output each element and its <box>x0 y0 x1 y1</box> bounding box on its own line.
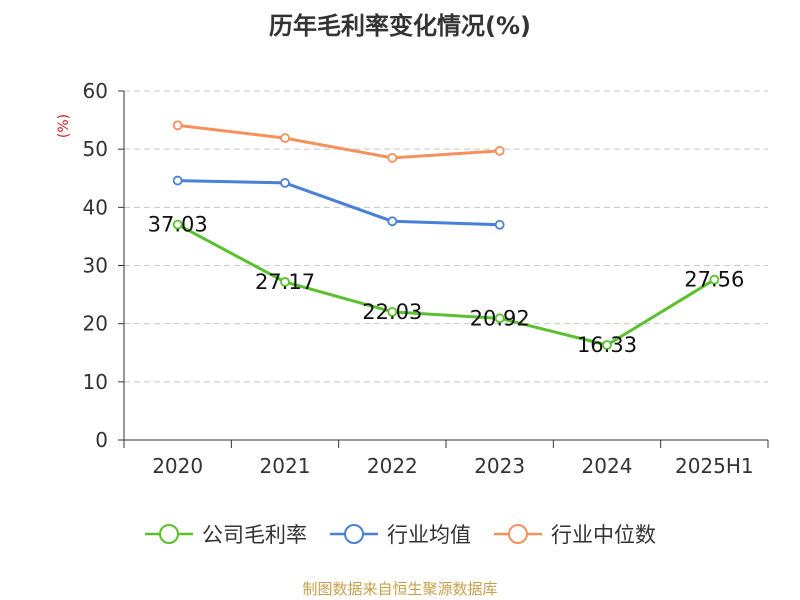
legend-label: 公司毛利率 <box>202 523 307 547</box>
data-point <box>387 216 398 227</box>
legend: 公司毛利率 行业均值 行业中位数 <box>0 519 800 549</box>
y-axis-label: (%) <box>56 114 72 138</box>
y-tick-label: 50 <box>83 137 108 161</box>
legend-item[interactable]: 行业中位数 <box>493 519 656 549</box>
x-tick-label: 2023 <box>474 454 525 478</box>
legend-label: 行业均值 <box>387 523 471 547</box>
y-tick-label: 0 <box>95 428 108 452</box>
data-label: 27.17 <box>255 270 315 294</box>
x-tick-label: 2020 <box>152 454 203 478</box>
data-label: 16.33 <box>577 333 637 357</box>
data-label: 37.03 <box>148 213 208 237</box>
source-footer: 制图数据来自恒生聚源数据库 <box>302 580 498 598</box>
data-point <box>494 313 505 324</box>
data-label: 22.03 <box>362 300 422 324</box>
chart-title: 历年毛利率变化情况(%) <box>269 12 531 40</box>
data-point <box>709 274 720 285</box>
x-tick-label: 2024 <box>582 454 633 478</box>
y-tick-label: 30 <box>83 254 108 278</box>
data-point <box>494 146 505 156</box>
data-label: 27.56 <box>684 268 744 292</box>
series-line <box>177 179 500 227</box>
series-1 <box>172 175 505 230</box>
series-line <box>177 123 500 160</box>
data-point <box>172 120 183 131</box>
y-tick-label: 40 <box>83 195 108 219</box>
data-point <box>280 178 290 188</box>
x-tick-label: 2022 <box>367 454 418 478</box>
data-point <box>280 277 290 287</box>
series-2 <box>172 120 505 163</box>
data-point <box>387 306 398 317</box>
y-tick-label: 10 <box>83 370 108 394</box>
y-tick-label: 60 <box>83 79 108 103</box>
data-point <box>172 219 183 230</box>
legend-line-circle-icon <box>330 524 378 544</box>
x-tick-label: 2025H1 <box>675 454 754 478</box>
series-line <box>176 223 716 347</box>
data-point <box>602 340 612 350</box>
legend-item[interactable]: 行业均值 <box>329 519 471 549</box>
y-tick-label: 20 <box>83 312 108 336</box>
data-point <box>387 152 398 163</box>
data-label: 20.92 <box>470 306 530 330</box>
legend-line-circle-icon <box>145 524 193 544</box>
data-point <box>280 133 290 144</box>
legend-line-circle-icon <box>494 524 542 544</box>
legend-item[interactable]: 公司毛利率 <box>144 519 307 549</box>
x-tick-label: 2021 <box>260 454 311 478</box>
data-point <box>494 219 505 230</box>
series-0 <box>172 219 720 350</box>
legend-label: 行业中位数 <box>551 523 656 547</box>
data-point <box>172 175 183 186</box>
